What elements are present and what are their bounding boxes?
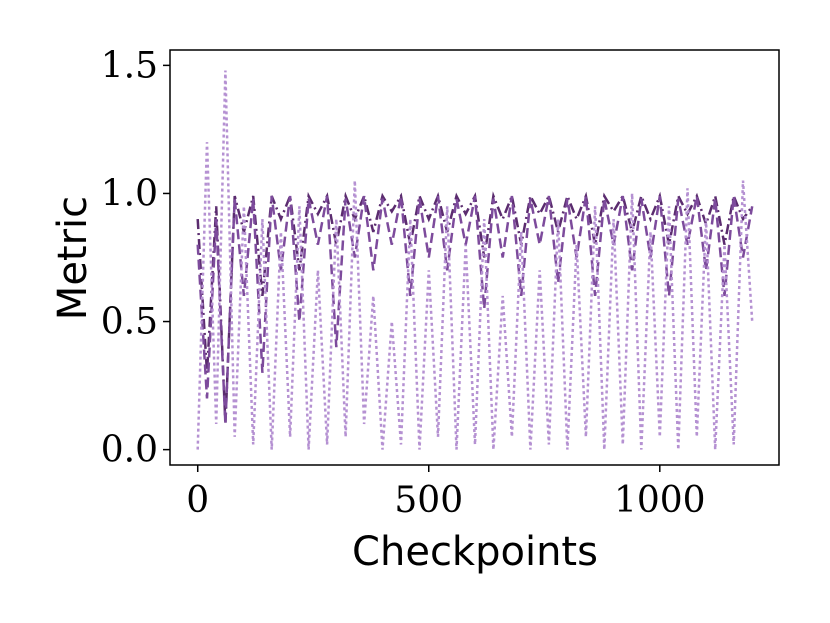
y-axis-label: Metric (50, 196, 96, 320)
data-line (196, 195, 754, 425)
x-axis-label: Checkpoints (352, 529, 598, 575)
x-tick-label: 0 (186, 480, 209, 521)
y-tick-label: 0.0 (101, 430, 158, 471)
x-tick-label: 1000 (614, 480, 706, 521)
x-tick-label: 500 (394, 480, 463, 521)
y-tick-label: 1.0 (101, 173, 158, 214)
plot-frame (169, 49, 780, 466)
y-tick-label: 1.5 (101, 45, 158, 86)
y-tick-label: 0.5 (101, 302, 158, 343)
